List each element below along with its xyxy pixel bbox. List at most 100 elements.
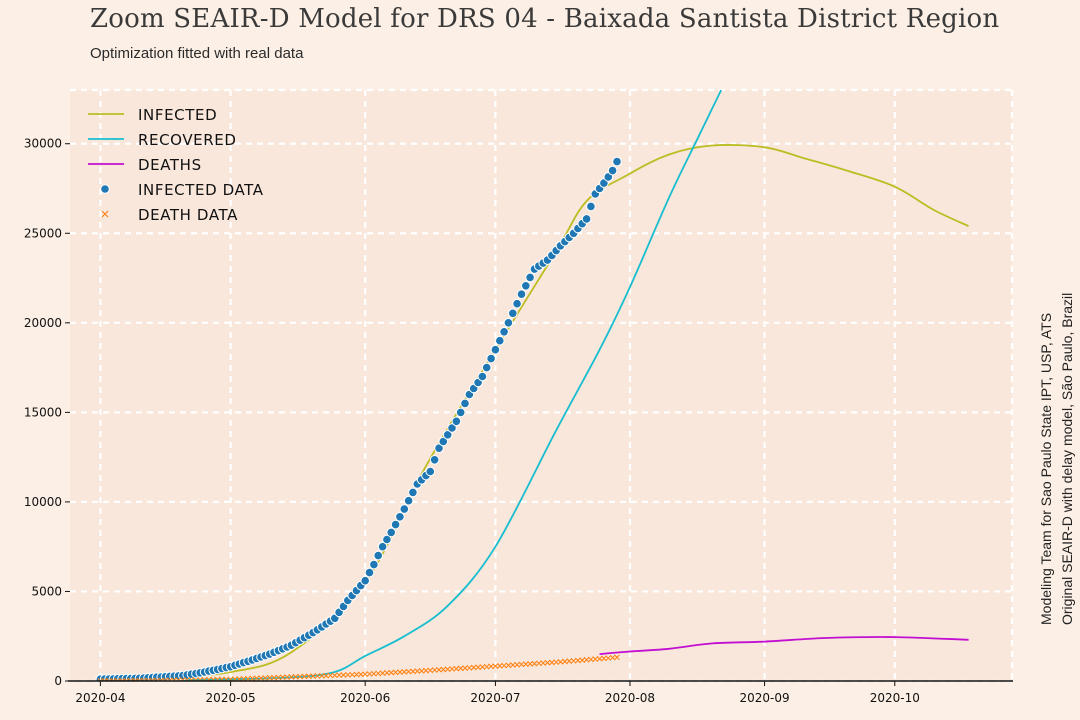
- infected-data-point: [525, 272, 535, 283]
- death-data-point: [483, 663, 490, 670]
- infected-data-point: [399, 504, 410, 514]
- death-data-point: [175, 677, 182, 681]
- infected-data-point: [403, 495, 414, 506]
- death-data-point: [509, 662, 516, 668]
- death-data-point: [227, 676, 234, 681]
- y-tick-label-25000: 25000: [24, 226, 62, 240]
- chart-subtitle: Optimization fitted with real data: [90, 45, 304, 62]
- infected-data-point: [386, 527, 397, 538]
- infected-data-point: [581, 214, 592, 224]
- death-data-point: [331, 672, 338, 679]
- death-data-point: [540, 660, 547, 666]
- death-data-point: [223, 676, 230, 681]
- infected-data-point: [486, 353, 496, 364]
- infected-data-point: [477, 371, 488, 382]
- legend-marker-death-data: [101, 210, 109, 218]
- death-data-point: [501, 662, 507, 669]
- death-data-point: [292, 673, 299, 680]
- death-data-point: [184, 677, 191, 681]
- death-data-point: [253, 675, 260, 681]
- death-data-point: [318, 672, 325, 679]
- death-data-point: [275, 674, 282, 681]
- death-data-point: [423, 667, 429, 674]
- infected-data-point: [607, 165, 618, 176]
- y-tick-label-0: 0: [54, 674, 62, 688]
- death-data-point: [444, 666, 451, 673]
- death-data-point: [392, 669, 399, 676]
- death-data-point: [427, 667, 434, 674]
- death-data-point: [262, 675, 269, 681]
- death-data-point: [258, 675, 264, 681]
- death-data-point: [375, 670, 382, 677]
- legend-label-recovered: RECOVERED: [138, 131, 237, 149]
- legend-label-infected-data: INFECTED DATA: [138, 181, 264, 199]
- series-layer: [95, 90, 969, 681]
- death-data-point: [488, 663, 494, 670]
- infected-data-point: [490, 344, 501, 355]
- death-data-point: [414, 668, 421, 674]
- death-data-point: [479, 664, 486, 670]
- death-data-point: [431, 667, 438, 673]
- infected-data-point: [499, 327, 509, 337]
- death-data-point: [527, 661, 534, 667]
- death-data-point: [349, 671, 356, 678]
- infected-data-point: [481, 362, 492, 373]
- death-data-point: [279, 674, 286, 681]
- death-data-point: [171, 677, 178, 681]
- death-data-point: [614, 654, 620, 661]
- infected-data-point: [390, 519, 401, 530]
- y-tick-label-30000: 30000: [24, 137, 62, 151]
- x-tick-label-2020-10: 2020-10: [870, 691, 920, 705]
- death-data-point: [457, 665, 464, 672]
- infected-data-point: [369, 559, 379, 570]
- death-data-point: [492, 663, 499, 669]
- credit-note: Modeling Team for Sao Paulo State IPT, U…: [1038, 293, 1075, 625]
- death-data-point: [266, 674, 273, 681]
- death-data-point: [357, 671, 364, 678]
- death-data-point: [470, 664, 477, 671]
- legend[interactable]: INFECTED RECOVERED DEATHS INFECTED DATA DEAT…: [88, 106, 264, 224]
- death-data-point: [180, 677, 186, 681]
- infected-data-point: [364, 567, 375, 578]
- death-data-point: [535, 660, 542, 667]
- death-data-point: [301, 673, 308, 680]
- death-data-point: [522, 661, 529, 668]
- infected-data-point: [586, 201, 596, 212]
- death-data-point: [379, 670, 386, 677]
- death-data-point: [249, 675, 256, 681]
- infected-data-point: [447, 423, 457, 433]
- y-tick-label-15000: 15000: [24, 405, 62, 419]
- infected-data-point: [442, 430, 453, 440]
- death-data-point: [531, 660, 538, 667]
- infected-data-point: [438, 436, 449, 447]
- infected-data-point: [516, 289, 527, 300]
- infected-data-point: [395, 512, 405, 522]
- credit-line-2: Original SEAIR-D with delay model, São P…: [1059, 293, 1075, 625]
- series-line-infected: [100, 144, 969, 681]
- death-data-point: [201, 676, 208, 681]
- y-tick-label-5000: 5000: [31, 584, 62, 598]
- death-data-point: [188, 677, 195, 681]
- death-data-point: [344, 671, 351, 678]
- y-tick-label-20000: 20000: [24, 316, 62, 330]
- death-data-point: [462, 665, 468, 671]
- tick-layer: 0 5000 10000 15000 20000 25000 30000 2020-04 202…: [24, 137, 920, 705]
- infected-data-point: [495, 335, 505, 346]
- death-data-point: [371, 670, 377, 677]
- death-data-point: [401, 669, 408, 675]
- death-data-point: [193, 677, 199, 681]
- infected-data-point: [382, 534, 392, 545]
- chart-title: Zoom SEAIR-D Model for DRS 04 - Baixada …: [90, 4, 1000, 34]
- death-data-point: [405, 668, 412, 675]
- death-data-point: [310, 673, 316, 679]
- death-data-point: [206, 676, 212, 681]
- death-data-point: [340, 672, 347, 678]
- plot-background: [70, 90, 1012, 681]
- infected-data-point: [408, 487, 418, 498]
- death-data-point: [366, 671, 373, 677]
- credit-line-1: Modeling Team for Sao Paulo State IPT, U…: [1038, 313, 1054, 625]
- death-data-point: [197, 677, 204, 681]
- infected-data-point: [360, 575, 371, 586]
- death-data-point: [418, 668, 425, 674]
- grid-lines: [70, 88, 1014, 683]
